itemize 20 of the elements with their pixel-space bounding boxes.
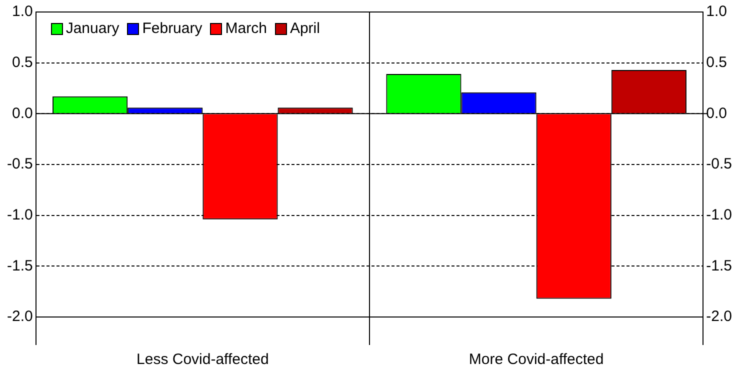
y-tick-label: 0.5	[12, 54, 33, 71]
legend-label: January	[66, 20, 120, 37]
x-tick-label: More Covid-affected	[468, 351, 604, 368]
y-tick-label: -2.0	[6, 308, 33, 326]
y-tick-label: -0.5	[6, 156, 33, 173]
y-tick-label: 0.0	[12, 104, 33, 122]
y2-tick-label: -2.0	[706, 308, 732, 326]
y2-tick-label: 0.5	[706, 54, 728, 71]
y2-tick-label: -1.5	[706, 257, 732, 274]
legend-label: February	[142, 20, 202, 37]
y2-tick-label: -0.5	[706, 156, 732, 173]
y-tick-label: 1.0	[12, 3, 33, 20]
y-tick-label: -1.0	[6, 206, 33, 224]
legend-label: March	[225, 20, 267, 37]
y2-tick-label: 0.0	[706, 104, 728, 122]
x-tick-label: Less Covid-affected	[136, 351, 269, 368]
y2-tick-label: -1.0	[706, 206, 732, 224]
y-tick-label: -1.5	[6, 257, 33, 274]
y2-tick-label: 1.0	[706, 3, 728, 20]
legend-label: April	[290, 20, 320, 37]
